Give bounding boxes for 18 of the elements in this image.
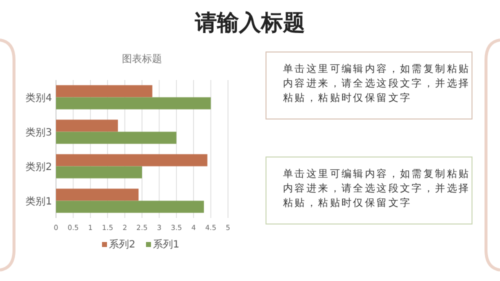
y-tick-label: 类别4 [26,92,52,104]
bar [56,154,208,166]
bar [56,132,176,144]
bar [56,120,118,132]
bar [56,200,204,213]
y-tick-label: 类别3 [26,126,52,138]
text: 请输入标题 [194,11,305,36]
bar [56,85,152,98]
bar [56,188,139,201]
bar [56,166,142,178]
legend-label: 系列1 [153,238,180,250]
chart-title: 图表标题 [122,53,162,65]
legend-label: 系列2 [109,238,136,250]
y-tick-label: 类别1 [26,195,52,208]
y-tick-label: 类别2 [26,160,52,173]
bar [56,97,211,110]
text: 单击这里可编辑内容，如需复制粘贴内容进来，请全选这段文字，并选择粘贴，粘贴时仅保留文字 [283,168,470,209]
text: 单击这里可编辑内容，如需复制粘贴内容进来，请全选这段文字，并选择粘贴，粘贴时仅保留文字 [283,63,470,104]
